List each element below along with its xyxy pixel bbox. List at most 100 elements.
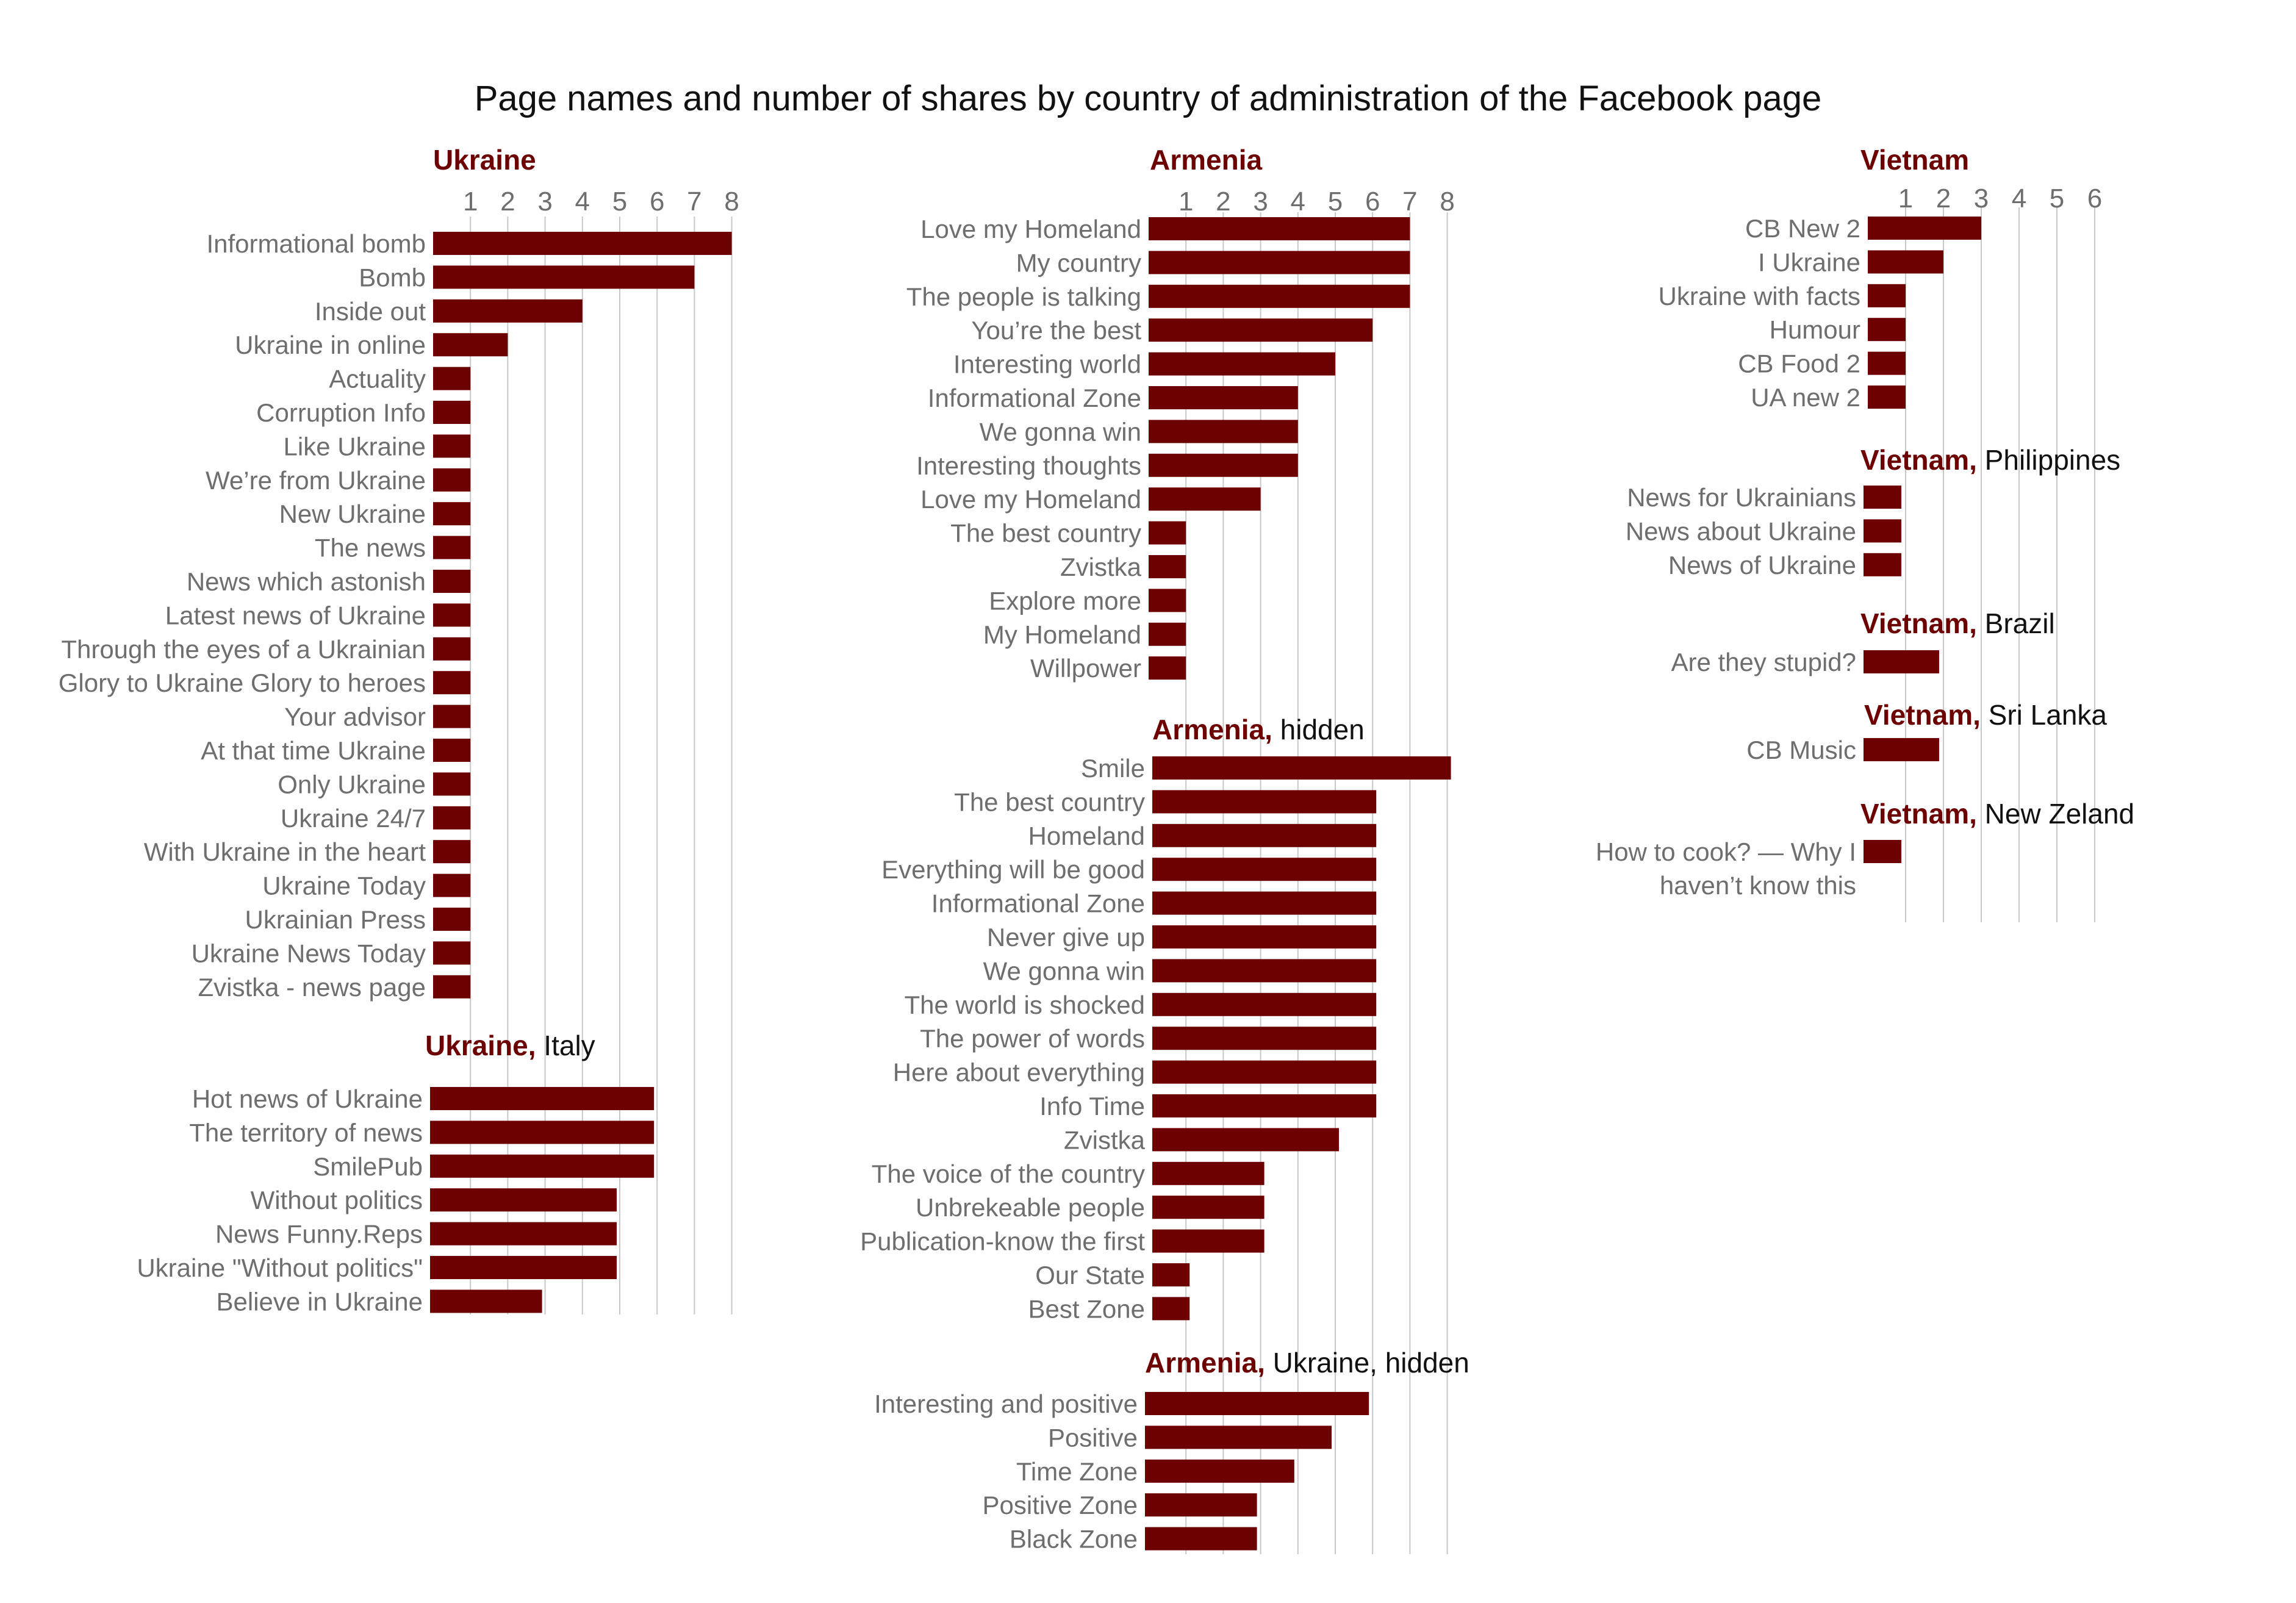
bar-informational-bomb [433, 232, 732, 255]
category-label: The best country [954, 787, 1145, 816]
bar-zvistka [1149, 555, 1186, 578]
bar-info-time [1152, 1094, 1377, 1117]
bar-we-gonna-win [1152, 959, 1377, 983]
country-name: Vietnam [1860, 144, 1969, 176]
bar-my-country [1149, 251, 1410, 274]
category-label: Ukraine with facts [1659, 282, 1860, 310]
category-label: Love my Homeland [920, 215, 1141, 243]
panel-suffix: Italy [536, 1030, 595, 1061]
panel-heading: Vietnam, Brazil [1860, 608, 2055, 639]
bar-interesting-thoughts [1149, 453, 1298, 477]
category-label: I Ukraine [1758, 248, 1860, 276]
category-label: Positive Zone [983, 1491, 1138, 1519]
bar-like-ukraine [433, 434, 471, 458]
bar-with-ukraine-in-the-heart [433, 840, 471, 864]
bar-ukraine-with-facts [1868, 284, 1906, 307]
bar-ukraine-in-online [433, 333, 508, 357]
bar-news-of-ukraine [1864, 553, 1901, 576]
category-label: Humour [1770, 315, 1860, 344]
category-label: Love my Homeland [920, 485, 1141, 514]
panel-heading: Armenia [1150, 144, 1262, 176]
bar-ukraine-24-7 [433, 806, 471, 830]
category-label: Informational Zone [931, 889, 1145, 918]
category-label: Interesting and positive [874, 1390, 1138, 1418]
category-label: Actuality [329, 365, 426, 393]
bar-how-to-cook-why-i-haven-t-know-this [1864, 840, 1901, 863]
category-label: The people is talking [906, 282, 1141, 311]
category-label: New Ukraine [279, 500, 426, 528]
bar-ukrainian-press [433, 908, 471, 931]
bar-positive [1145, 1425, 1332, 1449]
bar-hot-news-of-ukraine [430, 1087, 655, 1110]
bar-we-gonna-win [1149, 420, 1298, 443]
panel-heading: Armenia, hidden [1152, 714, 1365, 745]
panel-heading: Vietnam, Philippines [1860, 444, 2120, 476]
bar-smilepub [430, 1154, 655, 1178]
category-label: Positive [1048, 1423, 1138, 1452]
category-label: News of Ukraine [1668, 551, 1856, 579]
bar-through-the-eyes-of-a-ukrainian [433, 637, 471, 661]
category-label: Here about everything [893, 1058, 1145, 1087]
bar-unbrekeable-people [1152, 1196, 1265, 1219]
bar-zvistka-news-page [433, 975, 471, 999]
bar-cb-food-2 [1868, 351, 1906, 375]
bar-love-my-homeland [1149, 487, 1261, 511]
bar-ukraine-news-today [433, 941, 471, 965]
category-label: Ukraine 24/7 [281, 804, 426, 833]
category-label: Hot news of Ukraine [192, 1085, 423, 1113]
panel-heading: Ukraine, Italy [425, 1030, 595, 1061]
bar-the-power-of-words [1152, 1027, 1377, 1050]
category-label: The best country [950, 519, 1141, 548]
bar-without-politics [430, 1188, 617, 1212]
tick-label: 8 [724, 187, 739, 217]
bar-interesting-world [1149, 352, 1335, 376]
tick-label: 8 [1440, 187, 1454, 217]
category-label: CB Music [1746, 736, 1856, 764]
bar-smile [1152, 756, 1451, 780]
tick-label: 6 [1365, 187, 1380, 217]
category-label: Interesting world [953, 350, 1141, 379]
country-name: Armenia [1150, 144, 1262, 176]
bar-publication-know-the-first [1152, 1229, 1265, 1253]
bar-explore-more [1149, 589, 1186, 612]
bar-news-which-astonish [433, 570, 471, 593]
category-label: My country [1016, 248, 1141, 277]
tick-label: 1 [463, 187, 478, 217]
category-label: The news [315, 534, 426, 562]
bar-time-zone [1145, 1459, 1294, 1483]
tick-label: 7 [687, 187, 701, 217]
tick-label: 2 [500, 187, 515, 217]
panel-suffix: hidden [1272, 714, 1365, 745]
category-label: Best Zone [1028, 1294, 1145, 1323]
category-label: We gonna win [983, 956, 1145, 985]
category-label: Believe in Ukraine [216, 1287, 423, 1316]
tick-label: 6 [2087, 184, 2102, 213]
category-label: With Ukraine in the heart [144, 837, 426, 866]
category-label: Unbrekeable people [916, 1193, 1145, 1222]
category-label: We gonna win [980, 417, 1141, 446]
category-label: Like Ukraine [284, 432, 426, 461]
category-label: Willpower [1030, 654, 1141, 683]
bar-informational-zone [1152, 891, 1377, 915]
bar-cb-music [1864, 738, 1939, 761]
country-name: Vietnam, [1860, 798, 1977, 830]
category-label: News for Ukrainians [1627, 483, 1856, 512]
bar-here-about-everything [1152, 1060, 1377, 1084]
tick-label: 4 [1291, 187, 1305, 217]
bar-inside-out [433, 299, 583, 323]
country-name: Ukraine, [425, 1030, 536, 1061]
category-label: Info Time [1039, 1092, 1145, 1121]
bar-willpower [1149, 656, 1186, 680]
tick-label: 1 [1178, 187, 1193, 217]
panel-suffix: New Zeland [1977, 798, 2134, 830]
category-label: Informational bomb [206, 229, 426, 258]
category-label: Interesting thoughts [916, 451, 1141, 480]
panel-heading: Vietnam, New Zeland [1860, 798, 2134, 830]
category-label: Your advisor [284, 703, 426, 731]
category-label: CB New 2 [1745, 214, 1860, 243]
category-label: Ukraine "Without politics" [137, 1253, 423, 1282]
category-label: Smile [1081, 754, 1145, 783]
